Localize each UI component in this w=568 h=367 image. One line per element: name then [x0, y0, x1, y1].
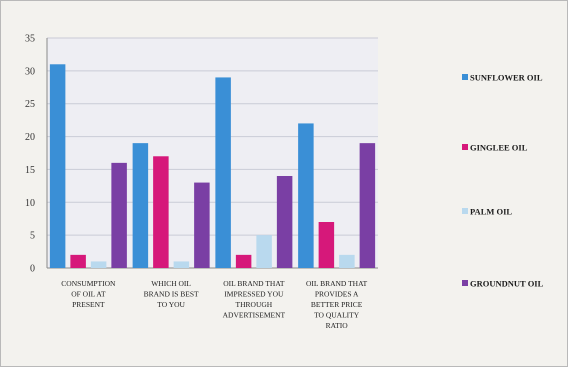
bar-groundnut-oil [359, 143, 376, 268]
y-tick-label: 15 [25, 165, 35, 176]
legend-swatch [462, 280, 468, 286]
x-category-label: WHICH OIL [151, 279, 191, 288]
x-category-label: OIL BRAND THAT [223, 279, 285, 288]
bar-groundnut-oil [194, 182, 210, 268]
bar-groundnut-oil [276, 176, 293, 268]
bar-sunflower-oil [298, 123, 314, 268]
bar-palm-oil [256, 235, 272, 268]
bar-ginglee-oil [318, 222, 335, 268]
legend-swatch [462, 144, 468, 150]
bar-palm-oil [90, 261, 107, 268]
x-category-label: TO QUALITY [314, 311, 360, 320]
legend-label: GROUNDNUT OIL [470, 279, 544, 289]
x-category-label: THROUGH [236, 300, 273, 309]
bar-groundnut-oil [111, 162, 127, 268]
x-category-label: BRAND IS BEST [144, 290, 199, 299]
y-tick-label: 35 [25, 34, 35, 45]
x-category-label: PROVIDES A [315, 290, 359, 299]
legend-swatch [462, 74, 468, 80]
x-category-label: OF OIL AT [71, 290, 106, 299]
y-tick-label: 30 [25, 66, 35, 77]
bar-ginglee-oil [235, 254, 252, 268]
x-category-label: IMPRESSED YOU [224, 290, 284, 299]
y-tick-label: 25 [25, 99, 35, 110]
y-tick-label: 0 [30, 264, 35, 275]
x-category-label: OIL BRAND THAT [306, 279, 368, 288]
bar-sunflower-oil [132, 143, 149, 268]
x-category-label: RATIO [326, 321, 349, 330]
x-category-label: TO YOU [157, 300, 185, 309]
legend-label: GINGLEE OIL [470, 143, 528, 153]
x-category-label: PRESENT [72, 300, 105, 309]
bar-ginglee-oil [70, 254, 86, 268]
bar-palm-oil [339, 254, 355, 268]
legend-label: SUNFLOWER OIL [470, 73, 543, 83]
x-category-label: ADVERTISEMENT [223, 311, 286, 320]
y-tick-label: 20 [25, 132, 35, 143]
bar-palm-oil [173, 261, 190, 268]
y-tick-label: 5 [30, 231, 35, 242]
bar-sunflower-oil [49, 64, 66, 269]
x-category-label: BETTER PRICE [311, 300, 363, 309]
y-tick-label: 10 [25, 198, 35, 209]
bar-ginglee-oil [153, 156, 169, 268]
bar-sunflower-oil [215, 77, 231, 268]
x-category-label: CONSUMPTION [61, 279, 116, 288]
legend-swatch [462, 208, 468, 214]
legend-label: PALM OIL [470, 207, 512, 217]
